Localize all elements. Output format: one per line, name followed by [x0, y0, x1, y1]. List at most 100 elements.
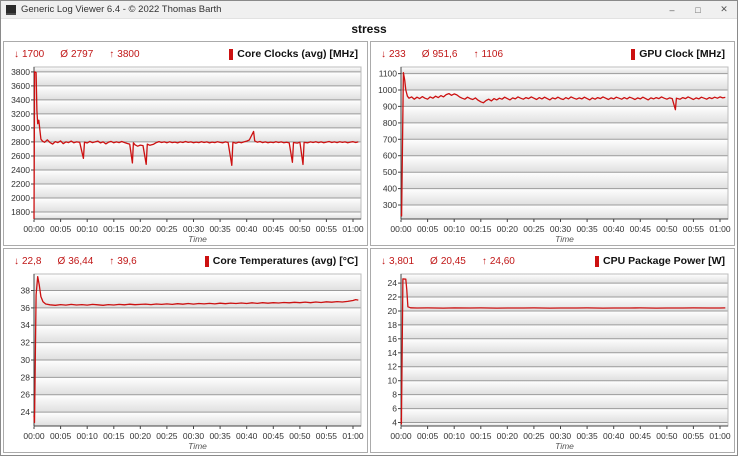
svg-text:00:20: 00:20 [497, 431, 519, 441]
svg-text:00:50: 00:50 [289, 224, 311, 234]
min-value: 22,8 [22, 255, 42, 267]
svg-text:00:40: 00:40 [603, 431, 625, 441]
svg-text:00:20: 00:20 [130, 431, 152, 441]
min-stat: ↓ 233 [381, 49, 406, 60]
avg-value: 951,6 [432, 48, 458, 60]
close-button[interactable]: ✕ [720, 4, 728, 14]
svg-text:3800: 3800 [11, 67, 30, 77]
svg-text:00:20: 00:20 [497, 224, 519, 234]
svg-text:00:50: 00:50 [656, 431, 678, 441]
svg-text:14: 14 [388, 348, 398, 358]
svg-text:00:45: 00:45 [263, 431, 285, 441]
svg-text:00:35: 00:35 [576, 431, 598, 441]
svg-text:00:40: 00:40 [236, 224, 258, 234]
svg-text:3000: 3000 [11, 123, 30, 133]
svg-text:00:35: 00:35 [576, 224, 598, 234]
svg-text:00:05: 00:05 [50, 431, 72, 441]
chart-panel-core-temperatures: ↓ 22,8 Ø 36,44 ↑ 39,6 Core Temperatures (av… [3, 248, 368, 453]
svg-text:38: 38 [21, 286, 31, 296]
min-stat: ↓ 22,8 [14, 256, 41, 267]
svg-text:1000: 1000 [378, 85, 397, 95]
core-temperatures-stats: ↓ 22,8 Ø 36,44 ↑ 39,6 Core Temperatures (av… [4, 249, 367, 270]
svg-text:00:15: 00:15 [103, 224, 125, 234]
svg-text:00:10: 00:10 [444, 431, 466, 441]
svg-text:00:40: 00:40 [236, 431, 258, 441]
svg-text:6: 6 [392, 404, 397, 414]
legend-color-bar [229, 48, 234, 60]
svg-text:24: 24 [388, 278, 398, 288]
svg-text:00:25: 00:25 [156, 224, 178, 234]
avg-value: 20,45 [440, 255, 466, 267]
svg-text:01:00: 01:00 [709, 224, 731, 234]
svg-text:00:10: 00:10 [77, 224, 99, 234]
chart-title: Core Temperatures (avg) [°C] [212, 255, 358, 267]
max-stat: ↑ 39,6 [109, 256, 136, 267]
svg-text:00:15: 00:15 [470, 431, 492, 441]
svg-text:00:20: 00:20 [130, 224, 152, 234]
svg-text:01:00: 01:00 [342, 431, 364, 441]
max-stat: ↑ 24,60 [482, 256, 515, 267]
svg-text:2000: 2000 [11, 193, 30, 203]
legend-color-bar [204, 255, 209, 267]
svg-text:00:50: 00:50 [656, 224, 678, 234]
svg-text:00:55: 00:55 [683, 224, 705, 234]
cpu-package-power-chart[interactable]: 24 22 20 18 16 14 12 10 8 6 4 00:00 00:05 00:10 00:15 0… [371, 270, 734, 452]
svg-text:2200: 2200 [11, 179, 30, 189]
svg-text:36: 36 [21, 303, 31, 313]
svg-text:00:00: 00:00 [23, 431, 45, 441]
svg-text:00:30: 00:30 [183, 431, 205, 441]
minimize-button[interactable]: – [669, 4, 675, 15]
svg-text:Time: Time [188, 234, 207, 244]
svg-text:00:35: 00:35 [209, 431, 231, 441]
avg-value: 36,44 [68, 255, 94, 267]
svg-text:28: 28 [21, 372, 31, 382]
svg-text:01:00: 01:00 [709, 431, 731, 441]
svg-text:00:10: 00:10 [444, 224, 466, 234]
max-arrow-icon: ↑ [473, 48, 479, 60]
svg-text:00:55: 00:55 [683, 431, 705, 441]
svg-text:00:30: 00:30 [183, 224, 205, 234]
avg-icon: Ø [430, 255, 438, 267]
svg-text:26: 26 [21, 390, 31, 400]
svg-text:1800: 1800 [11, 207, 30, 217]
svg-text:Time: Time [555, 441, 574, 451]
svg-text:00:05: 00:05 [417, 224, 439, 234]
min-value: 1700 [22, 48, 45, 60]
svg-text:2800: 2800 [11, 137, 30, 147]
svg-text:00:05: 00:05 [50, 224, 72, 234]
title-bar[interactable]: Generic Log Viewer 6.4 - © 2022 Thomas B… [1, 1, 737, 19]
log-title: stress [351, 22, 387, 36]
svg-text:700: 700 [383, 134, 397, 144]
legend-color-bar [631, 48, 636, 60]
svg-text:00:30: 00:30 [550, 431, 572, 441]
svg-text:2600: 2600 [11, 151, 30, 161]
legend-color-bar [595, 255, 600, 267]
svg-text:00:25: 00:25 [523, 431, 545, 441]
avg-stat: Ø 2797 [60, 49, 93, 60]
svg-text:800: 800 [383, 118, 397, 128]
max-value: 3800 [117, 48, 140, 60]
core-clocks-chart[interactable]: 3800 3600 3400 3200 3000 2800 2600 2400 2200 2000… [4, 63, 367, 245]
maximize-button[interactable]: □ [695, 4, 701, 15]
chart-title: CPU Package Power [W] [603, 255, 725, 267]
svg-text:00:25: 00:25 [523, 224, 545, 234]
svg-text:10: 10 [388, 376, 398, 386]
chart-panel-cpu-package-power: ↓ 3,801 Ø 20,45 ↑ 24,60 CPU Package Power [… [370, 248, 735, 453]
avg-icon: Ø [60, 48, 69, 60]
svg-text:12: 12 [388, 362, 398, 372]
avg-stat: Ø 951,6 [422, 49, 458, 60]
svg-text:22: 22 [388, 292, 398, 302]
gpu-clock-chart[interactable]: 1100 1000 900 800 700 600 500 400 300 00:00 00:05 0… [371, 63, 734, 245]
max-stat: ↑ 3800 [109, 49, 139, 60]
core-clocks-stats: ↓ 1700 Ø 2797 ↑ 3800 Core Clocks (avg) [MHz… [4, 42, 367, 63]
svg-text:Time: Time [188, 441, 207, 451]
core-temperatures-chart[interactable]: 38 36 34 32 30 28 26 24 00:00 00:05 00:10 00:15 00:2… [4, 270, 367, 452]
chart-legend: CPU Package Power [W] [595, 255, 725, 267]
avg-icon: Ø [421, 48, 430, 60]
svg-text:3400: 3400 [11, 95, 30, 105]
min-arrow-icon: ↓ [381, 48, 386, 60]
chart-panel-gpu-clock: ↓ 233 Ø 951,6 ↑ 1106 GPU Clock [MHz] 1100 10… [370, 41, 735, 246]
svg-text:34: 34 [21, 320, 31, 330]
svg-text:00:15: 00:15 [103, 431, 125, 441]
